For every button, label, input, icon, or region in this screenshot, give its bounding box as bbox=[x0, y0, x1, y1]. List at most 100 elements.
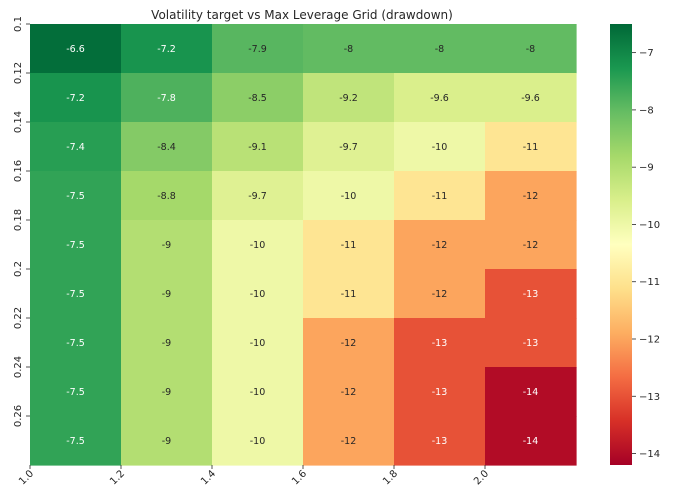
colorbar-tick-label: −11 bbox=[639, 277, 660, 288]
cell-value-label: -10 bbox=[250, 338, 266, 349]
cell-value-label: -13 bbox=[523, 289, 539, 300]
colorbar-tick-label: −14 bbox=[639, 449, 660, 460]
heatmap-cell bbox=[212, 24, 304, 74]
heatmap-cell bbox=[303, 122, 395, 172]
cell-value-label: -9.6 bbox=[521, 93, 540, 104]
cell-value-label: -7.5 bbox=[66, 191, 85, 202]
colorbar-tick-label: −9 bbox=[639, 163, 654, 174]
heatmap-cell bbox=[485, 171, 577, 221]
cell-value-label: -10 bbox=[250, 436, 266, 447]
heatmap-cell bbox=[30, 24, 122, 74]
cell-value-label: -9.1 bbox=[248, 142, 267, 153]
heatmap-cell bbox=[394, 367, 486, 417]
cell-value-label: -9.7 bbox=[248, 191, 267, 202]
heatmap-cell bbox=[485, 318, 577, 368]
heatmap-cell bbox=[30, 122, 122, 172]
heatmap-cells bbox=[30, 24, 577, 466]
x-tick-label: 1.2 bbox=[108, 468, 127, 487]
cell-value-label: -8.4 bbox=[157, 142, 176, 153]
cell-value-label: -9.2 bbox=[339, 93, 358, 104]
cell-value-label: -13 bbox=[432, 338, 448, 349]
cell-value-label: -12 bbox=[432, 289, 448, 300]
cell-value-label: -10 bbox=[250, 240, 266, 251]
cell-value-label: -14 bbox=[523, 436, 539, 447]
heatmap-cell bbox=[303, 171, 395, 221]
cell-value-label: -7.5 bbox=[66, 338, 85, 349]
heatmap-cell bbox=[394, 171, 486, 221]
heatmap-cell bbox=[394, 122, 486, 172]
cell-value-label: -8 bbox=[526, 44, 535, 55]
heatmap-cell bbox=[121, 24, 213, 74]
x-axis: 1.0 1.2 1.4 1.6 1.8 2.0 bbox=[17, 465, 491, 487]
cell-value-label: -11 bbox=[523, 142, 539, 153]
heatmap-cell bbox=[394, 416, 486, 466]
cell-value-label: -13 bbox=[432, 436, 448, 447]
y-tick-label: 0.12 bbox=[13, 62, 24, 84]
heatmap-cell bbox=[30, 220, 122, 270]
heatmap-cell bbox=[212, 122, 304, 172]
heatmap-cell bbox=[121, 220, 213, 270]
heatmap-cell bbox=[212, 220, 304, 270]
heatmap-cell bbox=[485, 122, 577, 172]
heatmap-cell bbox=[394, 318, 486, 368]
cell-value-label: -12 bbox=[523, 191, 539, 202]
cell-value-label: -9 bbox=[162, 387, 171, 398]
cell-value-label: -7.5 bbox=[66, 240, 85, 251]
heatmap-cell bbox=[394, 73, 486, 123]
cell-value-label: -12 bbox=[523, 240, 539, 251]
heatmap-cell bbox=[303, 367, 395, 417]
y-tick-label: 0.2 bbox=[13, 261, 24, 277]
cell-value-label: -8 bbox=[344, 44, 353, 55]
cell-value-label: -10 bbox=[432, 142, 448, 153]
cell-value-label: -14 bbox=[523, 387, 539, 398]
cell-value-label: -7.5 bbox=[66, 387, 85, 398]
cell-value-label: -12 bbox=[341, 387, 357, 398]
cell-value-label: -7.4 bbox=[66, 142, 85, 153]
cell-value-label: -9 bbox=[162, 240, 171, 251]
heatmap-cell bbox=[30, 171, 122, 221]
y-tick-label: 0.18 bbox=[13, 209, 24, 231]
colorbar: −7 −8 −9 −10 −11 −12 −13 −14 bbox=[610, 24, 660, 465]
heatmap-cell bbox=[30, 73, 122, 123]
colorbar-tick-label: −8 bbox=[639, 105, 654, 116]
cell-value-label: -10 bbox=[341, 191, 357, 202]
colorbar-tick-label: −7 bbox=[639, 48, 654, 59]
cell-value-label: -7.2 bbox=[66, 93, 85, 104]
heatmap-cell bbox=[303, 24, 395, 74]
heatmap-cell bbox=[485, 73, 577, 123]
y-tick-label: 0.22 bbox=[13, 307, 24, 329]
cell-value-label: -7.9 bbox=[248, 44, 267, 55]
cell-value-label: -12 bbox=[341, 436, 357, 447]
heatmap-cell bbox=[121, 269, 213, 319]
heatmap-cell bbox=[121, 171, 213, 221]
heatmap-cell bbox=[485, 269, 577, 319]
heatmap-cell bbox=[30, 318, 122, 368]
cell-value-label: -9.6 bbox=[430, 93, 449, 104]
heatmap-cell bbox=[394, 220, 486, 270]
y-tick-label: 0.16 bbox=[13, 160, 24, 182]
heatmap-cell bbox=[485, 24, 577, 74]
heatmap-cell bbox=[121, 73, 213, 123]
heatmap-cell bbox=[30, 269, 122, 319]
x-tick-label: 1.4 bbox=[199, 468, 218, 487]
x-tick-label: 1.6 bbox=[290, 468, 309, 487]
cell-value-label: -7.2 bbox=[157, 44, 176, 55]
heatmap-cell bbox=[394, 269, 486, 319]
heatmap-cell bbox=[30, 416, 122, 466]
heatmap-cell bbox=[303, 73, 395, 123]
colorbar-tick-label: −13 bbox=[639, 392, 660, 403]
colorbar-tick-label: −10 bbox=[639, 220, 660, 231]
heatmap-cell bbox=[212, 416, 304, 466]
heatmap-cell bbox=[212, 73, 304, 123]
y-tick-label: 0.24 bbox=[13, 356, 24, 378]
cell-value-label: -12 bbox=[432, 240, 448, 251]
cell-value-label: -7.8 bbox=[157, 93, 176, 104]
heatmap-cell bbox=[121, 416, 213, 466]
heatmap-cell bbox=[485, 416, 577, 466]
heatmap-cell bbox=[30, 367, 122, 417]
x-tick-label: 1.8 bbox=[381, 468, 400, 487]
cell-value-label: -11 bbox=[432, 191, 448, 202]
cell-value-label: -8 bbox=[435, 44, 444, 55]
heatmap-cell bbox=[121, 122, 213, 172]
